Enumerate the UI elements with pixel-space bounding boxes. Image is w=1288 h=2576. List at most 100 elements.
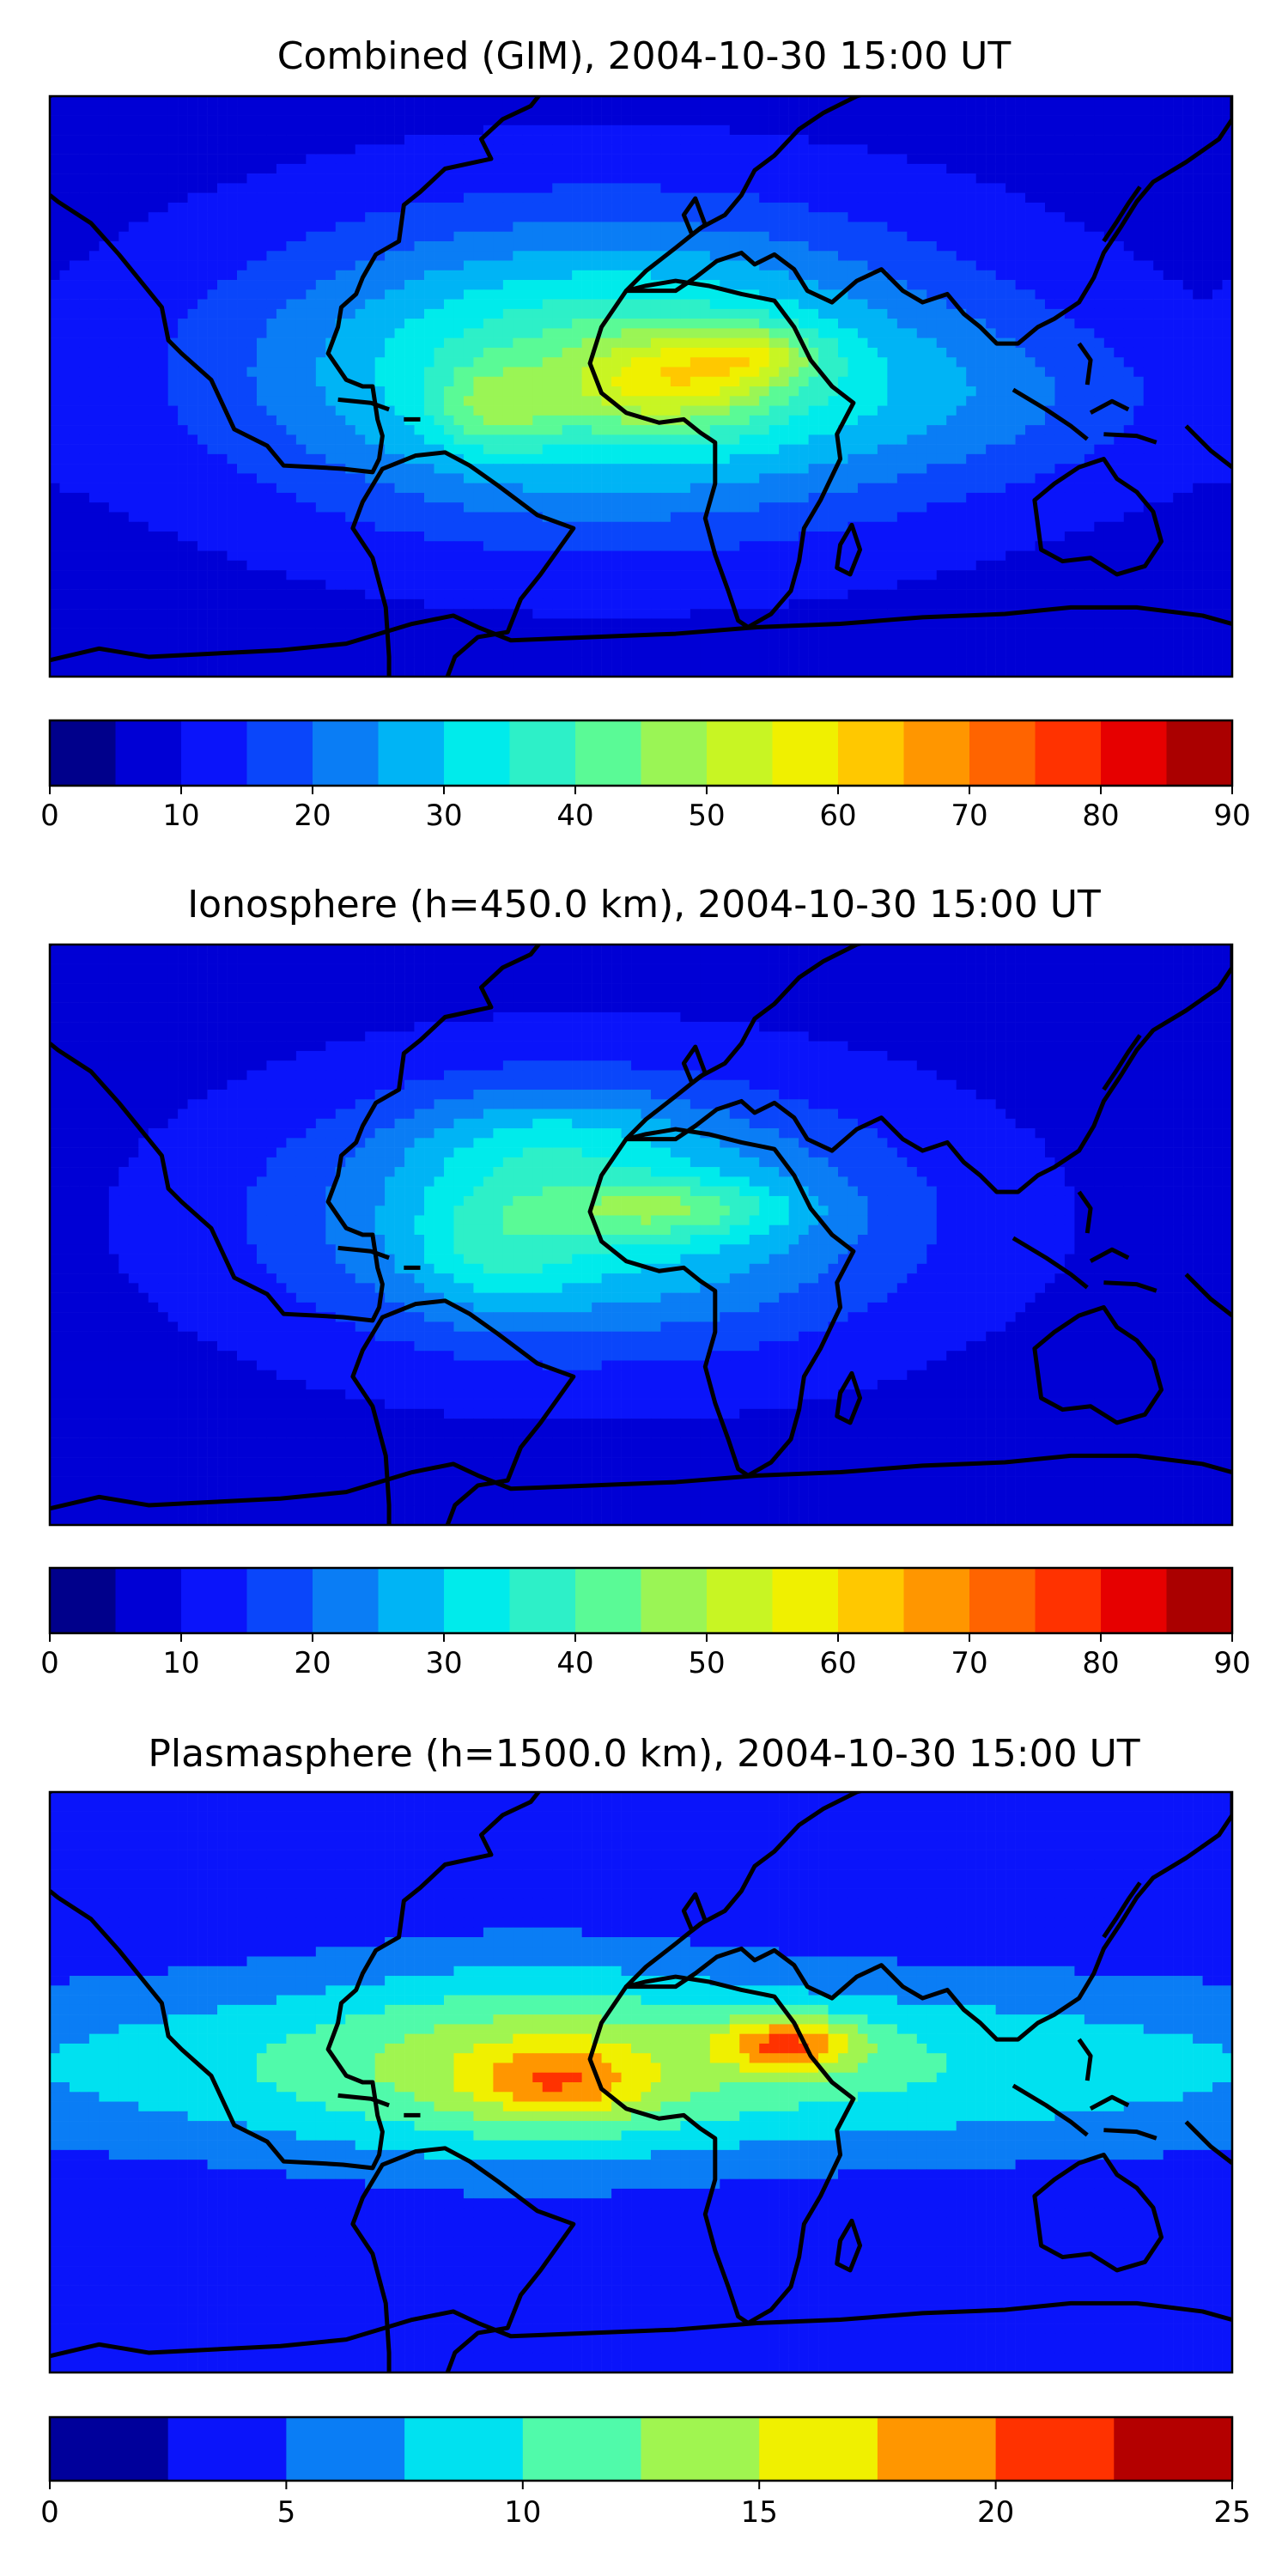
field-cell [907, 163, 918, 174]
field-cell [167, 299, 179, 310]
field-cell [631, 464, 641, 474]
field-cell [178, 183, 188, 193]
field-cell [946, 376, 957, 387]
field-cell [759, 173, 769, 184]
field-cell [374, 386, 386, 397]
field-cell [680, 222, 691, 233]
field-cell [709, 319, 720, 329]
field-cell [927, 289, 938, 300]
field-cell [631, 483, 641, 494]
field-cell [178, 154, 188, 165]
field-cell [799, 367, 809, 378]
field-cell [385, 251, 395, 261]
field-cell [650, 96, 661, 106]
field-cell [118, 319, 130, 329]
field-cell [1173, 328, 1183, 338]
field-cell [266, 347, 277, 358]
field-cell [237, 260, 247, 271]
field-cell [857, 308, 868, 319]
field-cell [1015, 319, 1026, 329]
field-cell [601, 464, 612, 474]
field-cell [611, 308, 622, 319]
field-cell [256, 337, 267, 349]
field-cell [335, 202, 346, 213]
field-cell [207, 144, 218, 155]
field-cell [1163, 192, 1174, 204]
field-cell [532, 405, 544, 416]
field-cell [670, 337, 681, 349]
field-cell [1173, 396, 1183, 406]
field-cell [167, 135, 179, 145]
field-cell [158, 289, 168, 300]
field-cell [660, 270, 671, 281]
field-cell [463, 367, 474, 378]
field-cell [246, 376, 258, 387]
field-cell [631, 347, 641, 358]
field-cell [552, 154, 562, 165]
field-cell [1182, 319, 1194, 329]
field-cell [641, 405, 652, 416]
field-cell [1005, 270, 1016, 281]
field-cell [542, 444, 553, 455]
field-cell [1182, 212, 1194, 222]
field-cell [1025, 173, 1036, 184]
field-cell [473, 415, 484, 426]
field-cell [493, 299, 504, 310]
field-cell [749, 96, 760, 106]
field-cell [1182, 280, 1194, 290]
field-cell [572, 163, 582, 174]
field-cell [1173, 319, 1183, 329]
field-cell [690, 308, 701, 319]
field-cell [345, 319, 356, 329]
field-cell [148, 444, 159, 455]
field-cell [709, 192, 720, 204]
field-cell [1123, 415, 1134, 426]
field-cell [443, 202, 454, 213]
field-cell [916, 125, 927, 136]
field-cell [414, 483, 425, 494]
field-cell [532, 492, 544, 503]
field-cell [916, 154, 927, 165]
field-cell [246, 183, 258, 193]
field-cell [592, 483, 602, 494]
field-cell [325, 483, 337, 494]
field-cell [818, 192, 829, 204]
field-cell [108, 396, 119, 406]
field-cell [1035, 473, 1046, 483]
field-cell [404, 483, 415, 494]
field-cell [424, 328, 434, 338]
field-cell [848, 367, 859, 378]
field-cell [59, 125, 70, 136]
field-cell [237, 289, 247, 300]
field-cell [306, 405, 317, 416]
field-cell [424, 260, 434, 271]
field-cell [345, 434, 356, 445]
field-cell [877, 202, 888, 213]
field-cell [749, 241, 760, 252]
field-cell [217, 434, 228, 445]
field-cell [896, 464, 908, 474]
field-cell [1054, 357, 1066, 368]
field-cell [759, 289, 769, 300]
field-cell [532, 260, 544, 271]
field-cell [799, 483, 809, 494]
field-cell [453, 212, 465, 222]
field-cell [966, 212, 976, 222]
field-cell [1094, 396, 1105, 406]
field-cell [385, 270, 395, 281]
field-cell [207, 357, 218, 368]
field-cell [1114, 347, 1125, 358]
field-cell [88, 231, 100, 242]
field-cell [118, 425, 130, 435]
field-cell [79, 192, 90, 204]
field-cell [552, 106, 562, 116]
field-cell [1202, 337, 1213, 349]
field-cell [513, 319, 524, 329]
field-cell [59, 289, 70, 300]
field-cell [414, 270, 425, 281]
field-cell [799, 192, 809, 204]
field-cell [374, 337, 386, 349]
field-cell [463, 96, 474, 106]
field-cell [927, 328, 938, 338]
field-cell [434, 444, 445, 455]
